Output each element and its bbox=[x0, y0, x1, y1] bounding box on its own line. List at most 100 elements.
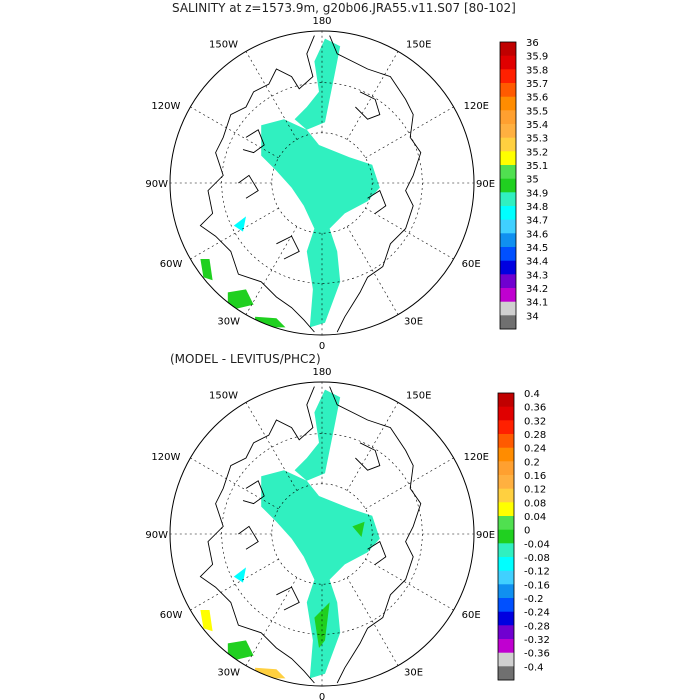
longitude-label-150e: 150E bbox=[406, 390, 431, 401]
coastline bbox=[238, 525, 259, 550]
colorbar-label: 0.12 bbox=[524, 485, 546, 496]
colorbar-label: -0.2 bbox=[524, 594, 544, 605]
colorbar-swatch bbox=[500, 301, 516, 316]
field-patch-left bbox=[200, 610, 213, 632]
bottom-panel-map: 180 150E 150W 120E 120W 90E 90W 60E 60W 30E 30W 0 bbox=[145, 367, 495, 700]
colorbar-label: 35.6 bbox=[526, 93, 548, 104]
colorbar-swatch bbox=[500, 233, 516, 248]
map-boundary bbox=[169, 30, 475, 336]
colorbar-swatch bbox=[500, 247, 516, 261]
colorbar-label: 0.16 bbox=[524, 471, 546, 482]
colorbar-swatch bbox=[498, 639, 514, 653]
colorbar-label: 0.32 bbox=[524, 416, 546, 427]
colorbar-swatch bbox=[500, 165, 516, 179]
longitude-label-180: 180 bbox=[312, 367, 331, 378]
colorbar-label: -0.16 bbox=[524, 580, 550, 591]
longitude-label-30w: 30W bbox=[217, 668, 240, 679]
colorbar-swatch bbox=[498, 488, 514, 503]
colorbar-label: 35.8 bbox=[526, 65, 548, 76]
colorbar-swatch bbox=[500, 206, 516, 220]
meridian-line bbox=[365, 106, 454, 159]
coastline bbox=[355, 91, 381, 120]
colorbar-label: 0.04 bbox=[524, 512, 546, 523]
longitude-label-90w: 90W bbox=[145, 530, 168, 541]
colorbar-swatch bbox=[500, 151, 516, 166]
colorbar-label: 34.9 bbox=[526, 188, 548, 199]
colorbar-label: 34 bbox=[526, 311, 539, 322]
bottom-panel-colorbar: 0.4 0.36 0.32 0.28 0.24 0.2 0.16 0.12 0.08 0.04 0 -… bbox=[497, 389, 550, 681]
colorbar-label: -0.4 bbox=[524, 662, 544, 673]
longitude-label-90e: 90E bbox=[476, 179, 495, 190]
longitude-label-30e: 30E bbox=[404, 668, 423, 679]
meridian-line bbox=[245, 577, 298, 666]
colorbar-swatch bbox=[500, 137, 516, 152]
colorbar-swatch bbox=[498, 625, 514, 640]
colorbar-swatch bbox=[498, 447, 514, 462]
colorbar-swatch bbox=[500, 260, 516, 275]
longitude-label-60w: 60W bbox=[160, 259, 183, 270]
meridian-line bbox=[346, 226, 399, 315]
coastline bbox=[329, 35, 422, 333]
meridian-line bbox=[346, 51, 399, 140]
longitude-label-150w: 150W bbox=[209, 390, 238, 401]
longitude-label-30e: 30E bbox=[404, 317, 423, 328]
longitude-label-120w: 120W bbox=[151, 452, 180, 463]
colorbar-swatch bbox=[498, 502, 514, 517]
colorbar-label: 0.24 bbox=[524, 444, 546, 455]
field-patch-left bbox=[200, 259, 213, 281]
colorbar-label: 34.1 bbox=[526, 298, 548, 309]
field-patch-bottom-1 bbox=[227, 640, 254, 662]
meridian-line bbox=[190, 106, 279, 159]
longitude-label-120w: 120W bbox=[151, 101, 180, 112]
salinity-field-north bbox=[294, 38, 341, 130]
coastline bbox=[367, 189, 387, 214]
longitude-label-120e: 120E bbox=[464, 452, 489, 463]
colorbar-label: 34.8 bbox=[526, 202, 548, 213]
salinity-field-north bbox=[294, 389, 341, 481]
colorbar-swatch bbox=[500, 69, 516, 84]
colorbar-swatch bbox=[498, 475, 514, 489]
colorbar-swatch bbox=[500, 83, 516, 97]
colorbar-swatch bbox=[498, 406, 514, 421]
colorbar-label: -0.04 bbox=[524, 539, 550, 550]
colorbar-swatch bbox=[500, 55, 516, 70]
meridian-line bbox=[190, 558, 279, 611]
longitude-label-150e: 150E bbox=[406, 39, 431, 50]
meridian-line bbox=[346, 402, 399, 491]
colorbar-swatch bbox=[498, 434, 514, 448]
colorbar-swatch bbox=[498, 543, 514, 558]
colorbar-swatch bbox=[500, 110, 516, 125]
longitude-label-120e: 120E bbox=[464, 101, 489, 112]
colorbar-swatch bbox=[498, 570, 514, 585]
coastline bbox=[276, 586, 300, 611]
colorbar-swatch bbox=[500, 42, 516, 56]
colorbar-label: 35.7 bbox=[526, 79, 548, 90]
longitude-label-0: 0 bbox=[319, 341, 325, 352]
colorbar-swatch bbox=[498, 420, 514, 435]
colorbar-swatch bbox=[498, 393, 514, 407]
meridian-line bbox=[346, 577, 399, 666]
longitude-label-180: 180 bbox=[312, 16, 331, 27]
colorbar-swatch bbox=[500, 178, 516, 193]
colorbar-label: 35.3 bbox=[526, 134, 548, 145]
colorbar-label: 35.5 bbox=[526, 106, 548, 117]
meridian-line bbox=[365, 457, 454, 510]
colorbar-swatch bbox=[500, 288, 516, 302]
colorbar-label: 35 bbox=[526, 175, 539, 186]
colorbar-label: 0.08 bbox=[524, 498, 546, 509]
colorbar-label: 35.4 bbox=[526, 120, 548, 131]
longitude-label-60e: 60E bbox=[462, 259, 481, 270]
colorbar-swatch bbox=[498, 557, 514, 571]
field-patch-bottom-1 bbox=[227, 289, 254, 311]
salinity-field-central bbox=[261, 470, 380, 679]
colorbar-label: 0.28 bbox=[524, 430, 546, 441]
colorbar-swatch bbox=[500, 192, 516, 207]
colorbar-label: -0.08 bbox=[524, 553, 550, 564]
meridian-line bbox=[190, 457, 279, 510]
colorbar-swatch bbox=[500, 219, 516, 234]
colorbar-label: 34.3 bbox=[526, 270, 548, 281]
coastline bbox=[367, 540, 387, 565]
top-panel-map: 180 150E 150W 120E 120W 90E 90W 60E 60W 30E 30W 0 bbox=[145, 16, 495, 352]
coastline bbox=[242, 129, 265, 154]
longitude-label-90w: 90W bbox=[145, 179, 168, 190]
